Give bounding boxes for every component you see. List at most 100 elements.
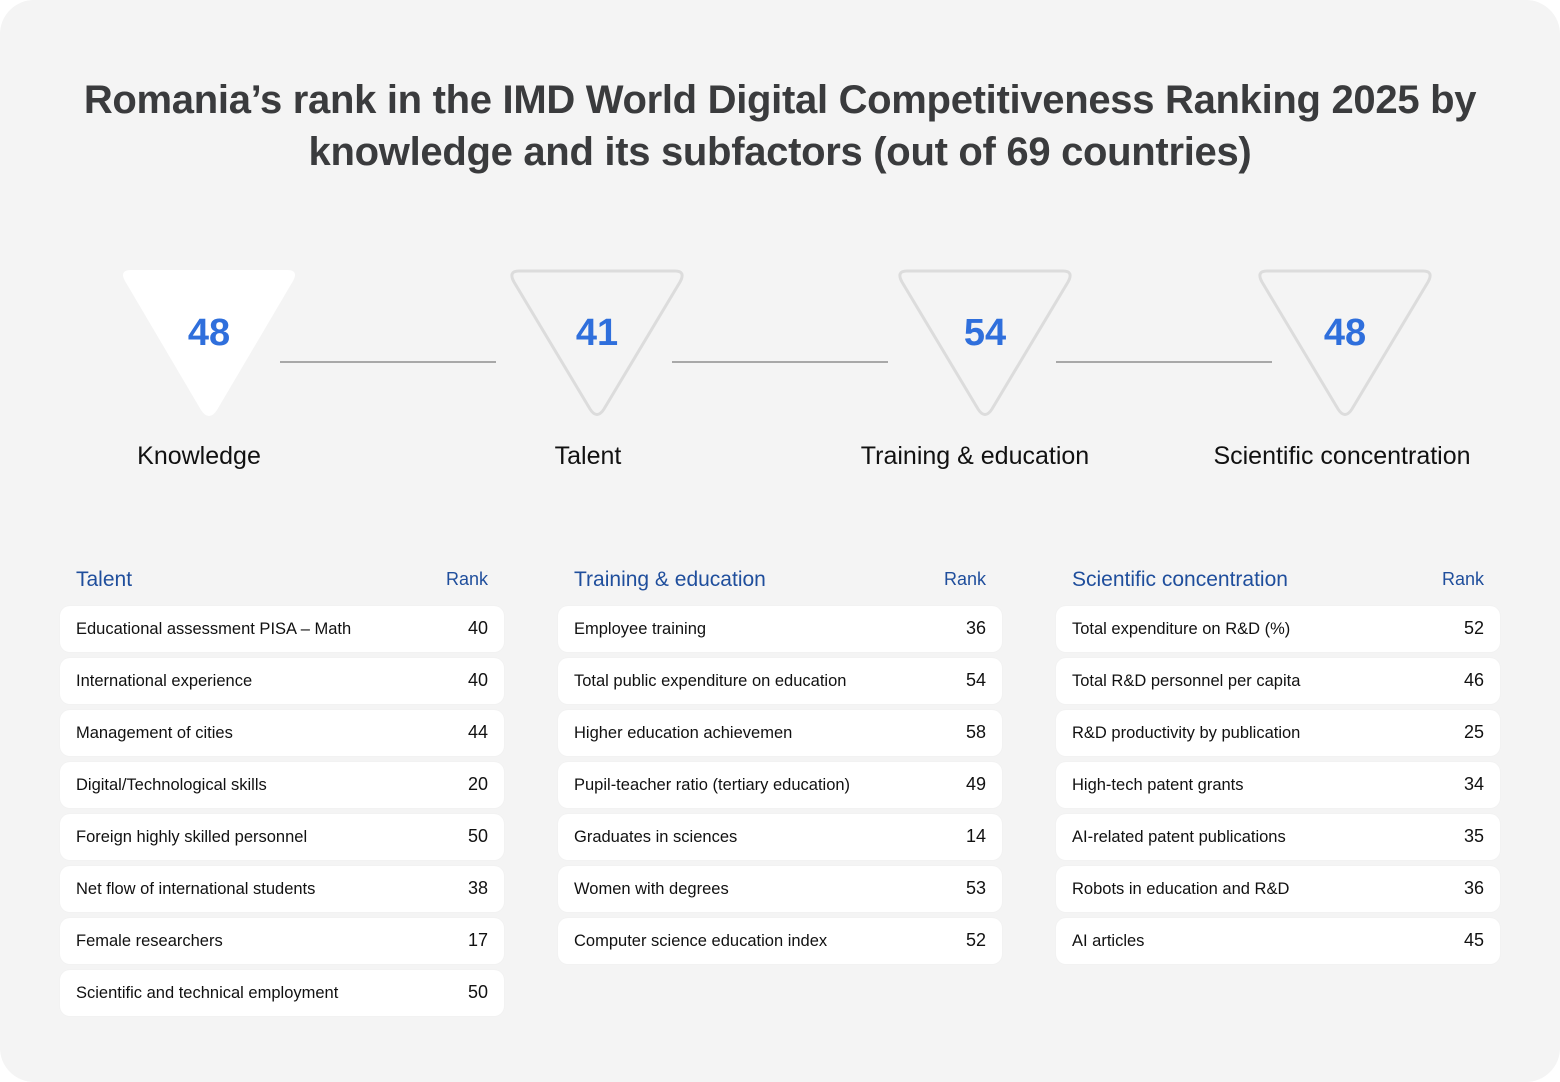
criterion-label: International experience [76,672,253,690]
table-row: AI articles 45 [1056,918,1500,964]
criterion-label: R&D productivity by publication [1072,724,1301,742]
criterion-rank: 36 [965,618,986,638]
connector-line [280,361,496,363]
criterion-rank: 50 [467,982,488,1002]
stage-label: Knowledge [137,442,261,470]
criterion-rank: 38 [467,878,488,898]
criterion-rank: 54 [965,670,986,690]
rank-value: 48 [1323,312,1367,354]
criterion-label: Foreign highly skilled personnel [76,828,308,846]
stage-scientific-concentration: 48 [1253,268,1437,420]
criterion-label: Scientific and technical employment [76,984,339,1002]
table-row: Computer science education index 52 [558,918,1002,964]
criterion-rank: 35 [1463,826,1484,846]
table-row: Female researchers 17 [60,918,504,964]
rank-column-header: Rank [943,569,986,589]
triangle-outline-icon [898,269,1072,416]
stage-knowledge: 48 [117,268,301,420]
rank-value: 48 [187,312,231,354]
table-row: Total public expenditure on education 54 [558,658,1002,704]
criterion-label: Higher education achievemen [574,724,793,742]
criterion-label: Total expenditure on R&D (%) [1072,620,1291,638]
triangle-filled-icon [123,270,295,416]
criterion-label: Computer science education index [574,932,828,950]
criterion-rank: 20 [467,774,488,794]
table-row: Total R&D personnel per capita 46 [1056,658,1500,704]
table-row: High-tech patent grants 34 [1056,762,1500,808]
criterion-label: Graduates in sciences [574,828,738,846]
criterion-label: Total R&D personnel per capita [1072,672,1301,690]
criterion-rank: 52 [1463,618,1484,638]
criterion-rank: 58 [965,722,986,742]
criterion-label: Net flow of international students [76,880,316,898]
criterion-rank: 14 [965,826,986,846]
table-row: R&D productivity by publication 25 [1056,710,1500,756]
table-header: Training & education Rank [558,566,1002,606]
criterion-label: Employee training [574,620,707,638]
table-row: Educational assessment PISA – Math 40 [60,606,504,652]
criterion-rank: 49 [965,774,986,794]
criterion-rank: 46 [1463,670,1484,690]
table-row: Pupil-teacher ratio (tertiary education)… [558,762,1002,808]
criterion-label: Total public expenditure on education [574,672,847,690]
connector-line [672,361,888,363]
rank-column-header: Rank [1441,569,1484,589]
criterion-label: Pupil-teacher ratio (tertiary education) [574,776,851,794]
table-row: Management of cities 44 [60,710,504,756]
criterion-rank: 40 [467,670,488,690]
criterion-rank: 53 [965,878,986,898]
table-row: International experience 40 [60,658,504,704]
stage-training-education: 54 [893,268,1077,420]
stage-label: Training & education [860,442,1090,470]
criterion-rank: 52 [965,930,986,950]
rank-value: 41 [575,312,619,354]
criterion-rank: 25 [1463,722,1484,742]
criterion-label: Educational assessment PISA – Math [76,620,352,638]
criterion-label: High-tech patent grants [1072,776,1244,794]
table-row: Foreign highly skilled personnel 50 [60,814,504,860]
criterion-rank: 40 [467,618,488,638]
table-row: Total expenditure on R&D (%) 52 [1056,606,1500,652]
criterion-label: Management of cities [76,724,233,742]
table-row: Net flow of international students 38 [60,866,504,912]
table-training-education: Training & education Rank Employee train… [558,566,1002,970]
connector-line [1056,361,1272,363]
table-title: Talent [76,568,133,591]
table-row: Employee training 36 [558,606,1002,652]
table-title: Training & education [574,568,766,591]
criterion-label: Women with degrees [574,880,729,898]
table-row: Higher education achievemen 58 [558,710,1002,756]
title-line-2: knowledge and its subfactors (out of 69 … [308,130,1252,174]
criterion-rank: 50 [467,826,488,846]
criterion-rank: 44 [467,722,488,742]
criterion-label: Digital/Technological skills [76,776,267,794]
stage-talent: 41 [505,268,689,420]
table-row: Scientific and technical employment 50 [60,970,504,1016]
rank-column-header: Rank [445,569,488,589]
table-row: Robots in education and R&D 36 [1056,866,1500,912]
criterion-label: AI-related patent publications [1072,828,1286,846]
title-line-1: Romania’s rank in the IMD World Digital … [83,78,1477,122]
table-row: AI-related patent publications 35 [1056,814,1500,860]
table-row: Digital/Technological skills 20 [60,762,504,808]
table-header: Talent Rank [60,566,504,606]
criterion-rank: 45 [1463,930,1484,950]
criterion-rank: 34 [1463,774,1484,794]
criterion-label: Female researchers [76,932,223,950]
table-title: Scientific concentration [1072,568,1288,591]
triangle-outline-icon [510,269,684,416]
criterion-label: AI articles [1072,932,1145,950]
table-scientific-concentration: Scientific concentration Rank Total expe… [1056,566,1500,970]
criterion-label: Robots in education and R&D [1072,880,1290,898]
stage-label: Talent [554,442,622,470]
criterion-rank: 36 [1463,878,1484,898]
page-title: Romania’s rank in the IMD World Digital … [0,74,1560,178]
table-talent: Talent Rank Educational assessment PISA … [60,566,504,1022]
rank-value: 54 [963,312,1007,354]
triangle-outline-icon [1258,269,1432,416]
criterion-rank: 17 [467,930,488,950]
table-row: Graduates in sciences 14 [558,814,1002,860]
table-row: Women with degrees 53 [558,866,1002,912]
table-header: Scientific concentration Rank [1056,566,1500,606]
